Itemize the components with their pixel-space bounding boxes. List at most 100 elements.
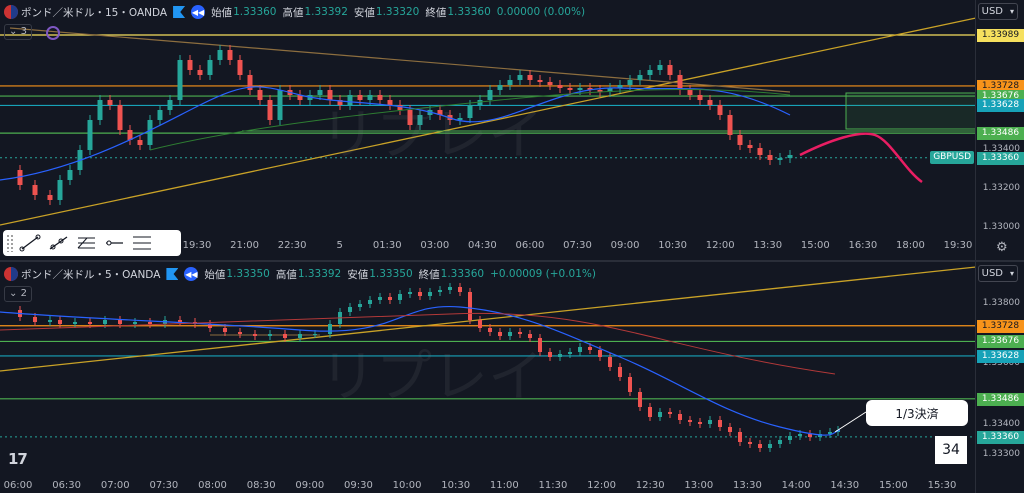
price-label: 1.33360 [977, 151, 1024, 165]
candle-body [438, 290, 442, 292]
candle-body [677, 75, 683, 90]
candle-body [313, 334, 317, 335]
time-label: 09:00 [610, 240, 640, 251]
market-flag-icon [173, 6, 186, 18]
time-label: 11:30 [538, 480, 568, 491]
price-axis-5m[interactable]: USD 1.33800 1.33600 1.33400 1.33300 1.33728 1… [975, 262, 1024, 493]
candle-body [97, 100, 103, 120]
candle-body [388, 297, 392, 300]
pane-separator[interactable] [0, 260, 1024, 262]
candle-body [667, 65, 673, 75]
time-label: 10:30 [658, 240, 688, 251]
trend-line-tool-icon[interactable] [16, 232, 44, 254]
candle-body [107, 100, 113, 105]
price-label: 1.33360 [977, 430, 1024, 444]
replay-icon[interactable]: ◀◀ [191, 5, 206, 19]
annotation-callout[interactable]: 1/3決済 [866, 400, 968, 426]
candle-body [517, 75, 523, 80]
fib-tool-icon[interactable] [72, 232, 100, 254]
candle-body [348, 307, 352, 312]
indicator-collapse-button[interactable]: ⌄ 3 [4, 24, 32, 40]
moving-average-line [149, 89, 791, 151]
candle-body [88, 322, 92, 324]
drawing-toolbar[interactable] [3, 230, 181, 256]
price-axis-15m[interactable]: USD 1.33400 1.33200 1.33000 1.33989 1.33728 1… [975, 0, 1024, 260]
change-value: +0.00009 (+0.01%) [490, 268, 596, 280]
candle-body [618, 367, 622, 377]
forecast-drawing [799, 132, 923, 184]
candle-body [757, 148, 763, 155]
candle-body [528, 334, 532, 338]
candle-body [208, 324, 212, 328]
candle-body [668, 412, 672, 414]
candle-body [737, 135, 743, 145]
price-label: 1.33628 [977, 99, 1024, 113]
candle-body [778, 440, 782, 444]
candle-body [103, 320, 107, 324]
symbol-name[interactable]: ポンド／米ドル・5・OANDA [21, 268, 161, 281]
candle-body [488, 328, 492, 332]
chart-canvas-15m[interactable] [0, 0, 976, 260]
candle-body [538, 338, 542, 352]
candle-body [768, 444, 772, 448]
time-label: 06:00 [3, 480, 33, 491]
candle-body [707, 100, 713, 105]
candle-body [357, 95, 363, 100]
candle-body [32, 185, 38, 195]
indicator-icon[interactable] [46, 26, 60, 40]
time-label: 13:30 [753, 240, 783, 251]
candle-body [437, 110, 443, 115]
candle-body [548, 352, 552, 357]
candle-body [468, 292, 472, 320]
chart-pane-5m[interactable]: リプレイ ポンド／米ドル・5・OANDA ◀◀ 始値 1.33350 高値 1.33… [0, 262, 1024, 493]
candle-body [457, 118, 463, 120]
parallel-lines-tool-icon[interactable] [128, 232, 156, 254]
candle-body [748, 442, 752, 444]
settings-gear-icon[interactable]: ⚙ [996, 240, 1008, 255]
candle-body [147, 120, 153, 145]
candle-body [568, 352, 572, 354]
candle-body [547, 82, 553, 85]
candle-body [727, 115, 733, 135]
replay-icon[interactable]: ◀◀ [184, 267, 199, 281]
candle-body [688, 420, 692, 422]
low-value: 1.33320 [375, 6, 420, 18]
currency-selector[interactable]: USD [977, 3, 1018, 20]
candle-body [238, 332, 242, 334]
ray-tool-icon[interactable] [44, 232, 72, 254]
time-label: 21:00 [230, 240, 259, 251]
candle-body [577, 88, 583, 90]
drag-handle-icon[interactable] [6, 234, 14, 252]
candle-body [48, 320, 52, 322]
close-label: 終値 [418, 268, 440, 281]
tradingview-logo[interactable]: 17 [8, 450, 28, 468]
symbol-legend[interactable]: ポンド／米ドル・15・OANDA ◀◀ 始値 1.33360 高値 1.33392 … [4, 3, 591, 21]
bar-count-badge: 34 [935, 436, 967, 464]
candle-body [197, 70, 203, 75]
open-value: 1.33360 [233, 6, 277, 18]
candle-body [398, 294, 402, 300]
price-label: 1.33676 [977, 335, 1024, 349]
candle-body [217, 50, 223, 60]
time-label: 19:30 [182, 240, 212, 251]
candle-body [738, 432, 742, 442]
trend-line [9, 27, 791, 93]
symbol-legend[interactable]: ポンド／米ドル・5・OANDA ◀◀ 始値 1.33350 高値 1.33392 安… [4, 265, 602, 283]
time-label: 07:30 [149, 480, 179, 491]
candle-body [588, 347, 592, 350]
chart-pane-15m[interactable]: リプレイ ポンド／米ドル・15・OANDA ◀◀ 始値 1.33360 高値 1.3… [0, 0, 1024, 260]
time-label: 08:00 [198, 480, 227, 491]
replay-watermark: リプレイ [320, 345, 544, 410]
candle-body [17, 170, 23, 185]
time-label: 06:30 [52, 480, 82, 491]
indicator-collapse-button[interactable]: ⌄ 2 [4, 286, 32, 302]
symbol-name[interactable]: ポンド／米ドル・15・OANDA [21, 6, 168, 19]
candle-body [237, 60, 243, 75]
horizontal-ray-tool-icon[interactable] [100, 232, 128, 254]
chart-canvas-5m[interactable] [0, 262, 976, 493]
candle-body [227, 50, 233, 60]
candle-body [578, 347, 582, 352]
callout-pointer [834, 411, 867, 433]
currency-selector[interactable]: USD [977, 265, 1018, 282]
candle-body [657, 65, 663, 70]
